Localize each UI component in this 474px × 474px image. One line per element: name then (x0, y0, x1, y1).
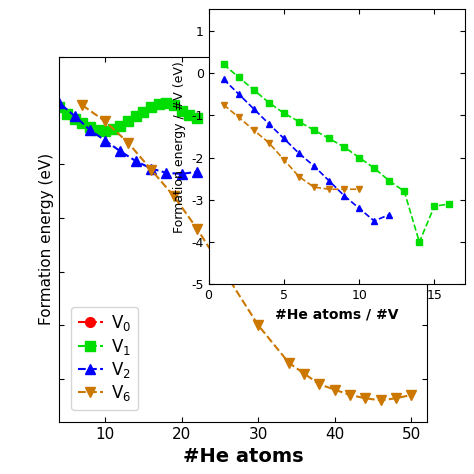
V$_2$ (179, 171, 184, 177)
V$_0$ (41, 78, 47, 83)
V$_1$ (41, 91, 47, 97)
Legend: V$_0$, V$_1$, V$_2$, V$_6$: V$_0$, V$_1$, V$_2$, V$_6$ (71, 307, 138, 410)
Y-axis label: Formation energy (eV): Formation energy (eV) (39, 153, 54, 326)
V$_6$ (378, 398, 383, 403)
V$_6$ (102, 118, 108, 124)
Line: V$_2$: V$_2$ (39, 86, 202, 179)
V$_1$ (79, 120, 85, 126)
X-axis label: #He atoms / #V: #He atoms / #V (275, 308, 398, 322)
V$_1$ (164, 100, 169, 106)
V$_6$ (409, 392, 414, 398)
V$_6$ (317, 382, 322, 387)
V$_1$ (110, 126, 116, 132)
Y-axis label: Formation energy / #V (eV): Formation energy / #V (eV) (173, 61, 186, 233)
V$_1$ (133, 113, 138, 119)
V$_1$ (95, 127, 100, 133)
V$_2$ (148, 166, 154, 172)
V$_1$ (186, 112, 192, 118)
V$_1$ (156, 101, 162, 107)
V$_1$ (64, 111, 70, 117)
V$_2$ (72, 113, 77, 119)
V$_1$ (141, 109, 146, 115)
V$_2$ (56, 100, 62, 106)
V$_6$ (194, 226, 200, 231)
V$_2$ (194, 169, 200, 174)
V$_2$ (164, 170, 169, 176)
V$_1$ (194, 115, 200, 121)
V$_1$ (56, 104, 62, 110)
V$_1$ (102, 128, 108, 134)
Line: V$_1$: V$_1$ (31, 84, 202, 136)
V$_1$ (72, 116, 77, 122)
Line: V$_6$: V$_6$ (77, 100, 416, 405)
V$_2$ (133, 158, 138, 164)
V$_6$ (332, 387, 337, 392)
V$_2$ (41, 88, 47, 94)
V$_1$ (118, 123, 123, 128)
V$_1$ (49, 98, 55, 104)
X-axis label: #He atoms: #He atoms (182, 447, 303, 466)
V$_1$ (179, 108, 184, 113)
V$_6$ (393, 395, 399, 401)
V$_6$ (286, 360, 292, 365)
V$_6$ (225, 274, 230, 280)
V$_6$ (125, 140, 131, 146)
V$_1$ (148, 104, 154, 110)
Line: V$_0$: V$_0$ (31, 76, 49, 89)
V$_2$ (118, 148, 123, 154)
V$_6$ (255, 322, 261, 328)
V$_6$ (301, 371, 307, 376)
V$_1$ (125, 118, 131, 124)
V$_6$ (171, 193, 177, 199)
V$_2$ (102, 138, 108, 144)
V$_6$ (363, 395, 368, 401)
V$_6$ (347, 392, 353, 398)
V$_2$ (87, 127, 93, 133)
V$_6$ (148, 167, 154, 173)
V$_1$ (34, 86, 39, 92)
V$_1$ (87, 124, 93, 129)
V$_1$ (171, 102, 177, 108)
V$_0$ (34, 81, 39, 87)
V$_6$ (79, 102, 85, 108)
